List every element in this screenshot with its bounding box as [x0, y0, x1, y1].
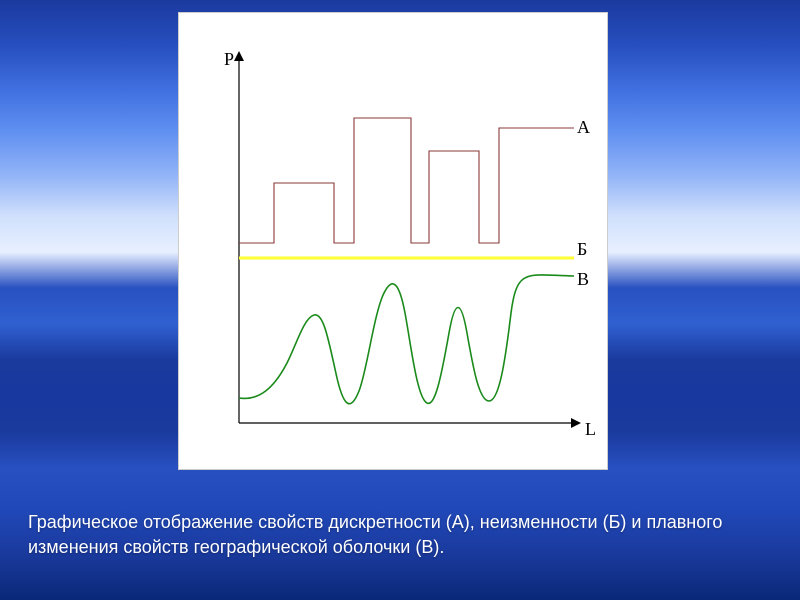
series-v-line: [239, 275, 574, 404]
series-v-label: В: [577, 269, 589, 289]
chart-svg: P L А Б В: [179, 13, 609, 471]
series-a-line: [239, 118, 574, 243]
axes-group: P L: [224, 49, 596, 439]
series-a-label: А: [577, 117, 590, 137]
caption-text: Графическое отображение свойств дискретн…: [28, 510, 772, 560]
chart-panel: P L А Б В: [178, 12, 608, 470]
y-axis-arrow: [234, 51, 244, 61]
x-axis-label: L: [585, 419, 596, 439]
y-axis-label: P: [224, 49, 234, 69]
x-axis-arrow: [571, 418, 581, 428]
series-b-label: Б: [577, 239, 587, 259]
